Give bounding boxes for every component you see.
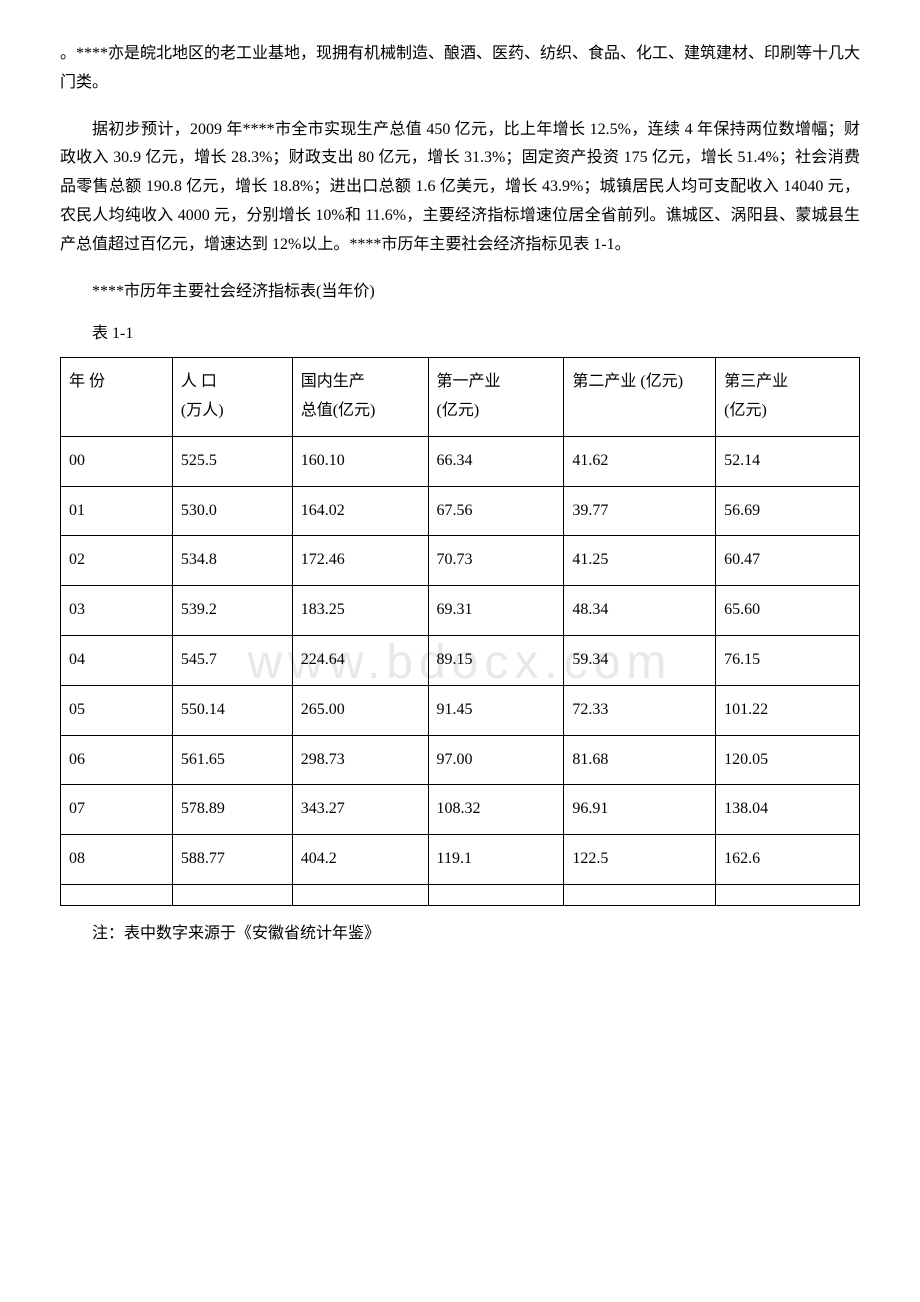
- table-caption: ****市历年主要社会经济指标表(当年价): [60, 278, 860, 307]
- table-cell: 343.27: [292, 785, 428, 835]
- table-cell: 52.14: [716, 436, 860, 486]
- table-cell: 97.00: [428, 735, 564, 785]
- table-row: 02534.8172.4670.7341.2560.47: [61, 536, 860, 586]
- col-primary-industry: 第一产业(亿元): [428, 358, 564, 437]
- table-cell: 89.15: [428, 635, 564, 685]
- table-cell: 539.2: [172, 586, 292, 636]
- table-cell: 05: [61, 685, 173, 735]
- table-cell: 530.0: [172, 486, 292, 536]
- table-row: 04545.7224.6489.1559.3476.15: [61, 635, 860, 685]
- col-gdp: 国内生产总值(亿元): [292, 358, 428, 437]
- table-cell: 588.77: [172, 835, 292, 885]
- paragraph-2: 据初步预计，2009 年****市全市实现生产总值 450 亿元，比上年增长 1…: [60, 116, 860, 260]
- table-cell: 41.25: [564, 536, 716, 586]
- table-cell: 48.34: [564, 586, 716, 636]
- table-cell: 298.73: [292, 735, 428, 785]
- table-cell: 08: [61, 835, 173, 885]
- table-cell: 545.7: [172, 635, 292, 685]
- table-cell: 70.73: [428, 536, 564, 586]
- table-row: 00525.5160.1066.3441.6252.14: [61, 436, 860, 486]
- table-number-label: 表 1-1: [60, 320, 860, 349]
- table-cell: [564, 884, 716, 905]
- table-cell: [428, 884, 564, 905]
- table-cell: 04: [61, 635, 173, 685]
- table-cell: 183.25: [292, 586, 428, 636]
- table-cell: [716, 884, 860, 905]
- table-row: 05550.14265.0091.4572.33101.22: [61, 685, 860, 735]
- table-cell: 101.22: [716, 685, 860, 735]
- paragraph-1: 。****亦是皖北地区的老工业基地，现拥有机械制造、酿酒、医药、纺织、食品、化工…: [60, 40, 860, 98]
- table-cell: 561.65: [172, 735, 292, 785]
- table-cell: 59.34: [564, 635, 716, 685]
- table-cell: 66.34: [428, 436, 564, 486]
- table-cell: 160.10: [292, 436, 428, 486]
- table-row: 07578.89343.27108.3296.91138.04: [61, 785, 860, 835]
- table-cell: 172.46: [292, 536, 428, 586]
- col-year: 年 份: [61, 358, 173, 437]
- table-cell: [61, 884, 173, 905]
- economic-indicators-table: 年 份 人 口(万人) 国内生产总值(亿元) 第一产业(亿元) 第二产业 (亿元…: [60, 357, 860, 906]
- table-cell: 39.77: [564, 486, 716, 536]
- col-population: 人 口(万人): [172, 358, 292, 437]
- table-cell: 534.8: [172, 536, 292, 586]
- table-cell: [292, 884, 428, 905]
- col-tertiary-industry: 第三产业(亿元): [716, 358, 860, 437]
- table-cell: 119.1: [428, 835, 564, 885]
- table-cell: 164.02: [292, 486, 428, 536]
- table-row: 08588.77404.2119.1122.5162.6: [61, 835, 860, 885]
- table-cell: 65.60: [716, 586, 860, 636]
- table-cell: 138.04: [716, 785, 860, 835]
- table-row: 03539.2183.2569.3148.3465.60: [61, 586, 860, 636]
- table-cell: 224.64: [292, 635, 428, 685]
- table-cell: 120.05: [716, 735, 860, 785]
- table-cell: 122.5: [564, 835, 716, 885]
- table-cell: 03: [61, 586, 173, 636]
- table-cell: 525.5: [172, 436, 292, 486]
- table-cell: 265.00: [292, 685, 428, 735]
- table-cell: [172, 884, 292, 905]
- table-cell: 56.69: [716, 486, 860, 536]
- table-cell: 01: [61, 486, 173, 536]
- table-footnote: 注：表中数字来源于《安徽省统计年鉴》: [60, 920, 860, 949]
- col-secondary-industry: 第二产业 (亿元): [564, 358, 716, 437]
- table-cell: 81.68: [564, 735, 716, 785]
- table-row: 01530.0164.0267.5639.7756.69: [61, 486, 860, 536]
- table-cell: 404.2: [292, 835, 428, 885]
- table-row: [61, 884, 860, 905]
- table-cell: 60.47: [716, 536, 860, 586]
- table-header-row: 年 份 人 口(万人) 国内生产总值(亿元) 第一产业(亿元) 第二产业 (亿元…: [61, 358, 860, 437]
- table-cell: 07: [61, 785, 173, 835]
- table-cell: 06: [61, 735, 173, 785]
- table-cell: 00: [61, 436, 173, 486]
- table-cell: 67.56: [428, 486, 564, 536]
- table-cell: 578.89: [172, 785, 292, 835]
- table-cell: 550.14: [172, 685, 292, 735]
- table-cell: 02: [61, 536, 173, 586]
- table-cell: 96.91: [564, 785, 716, 835]
- table-cell: 76.15: [716, 635, 860, 685]
- table-cell: 108.32: [428, 785, 564, 835]
- table-cell: 162.6: [716, 835, 860, 885]
- table-row: 06561.65298.7397.0081.68120.05: [61, 735, 860, 785]
- table-cell: 41.62: [564, 436, 716, 486]
- table-cell: 91.45: [428, 685, 564, 735]
- table-body: 00525.5160.1066.3441.6252.1401530.0164.0…: [61, 436, 860, 905]
- table-cell: 69.31: [428, 586, 564, 636]
- table-cell: 72.33: [564, 685, 716, 735]
